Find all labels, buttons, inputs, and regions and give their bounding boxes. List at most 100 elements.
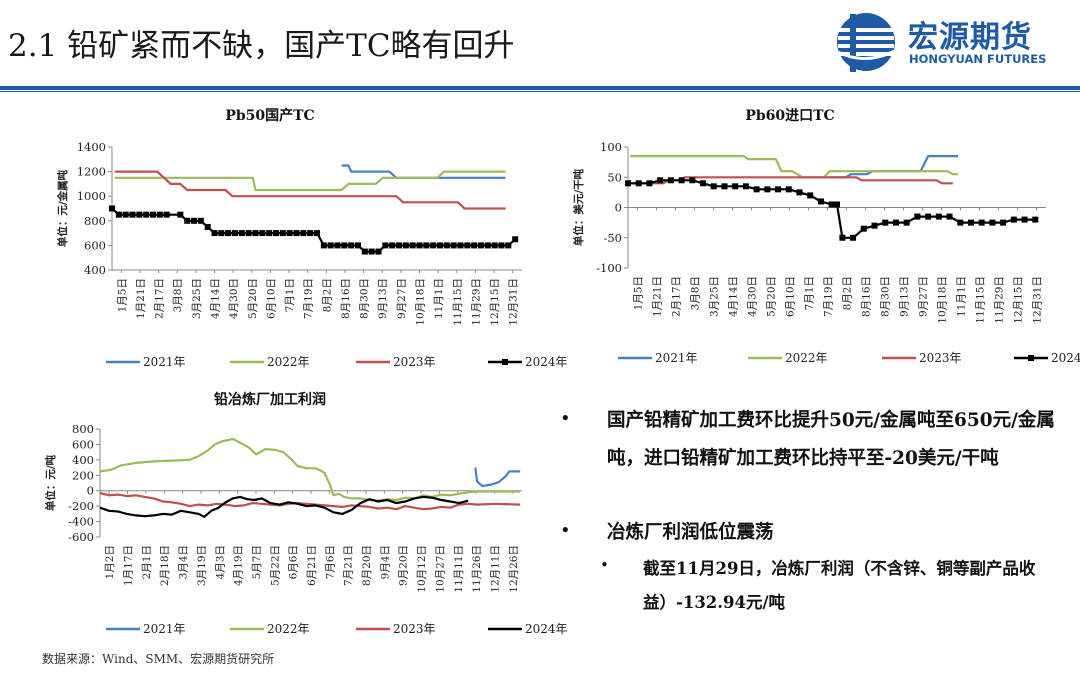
data-point [646, 180, 653, 187]
data-point [484, 242, 491, 249]
data-point [259, 230, 266, 237]
legend-label: 2024年 [1051, 351, 1080, 365]
data-point [989, 219, 996, 226]
x-tick-label: 11月15日 [452, 278, 464, 326]
data-point [1032, 216, 1039, 223]
x-tick-label: 12月26日 [508, 545, 520, 593]
data-point [505, 242, 512, 249]
data-point [657, 177, 664, 184]
x-tick-label: 11月29日 [994, 276, 1006, 324]
data-point [817, 198, 824, 205]
y-tick-label: 100 [600, 140, 622, 154]
y-tick-label: -600 [68, 530, 94, 544]
data-point [109, 205, 115, 212]
data-point [957, 219, 964, 226]
data-point [375, 248, 382, 255]
data-point [307, 230, 314, 237]
legend-label: 2022年 [267, 355, 310, 369]
y-tick-label: -100 [596, 261, 622, 275]
legend-label: 2022年 [785, 351, 828, 365]
data-source: 数据来源：Wind、SMM、宏源期货研究所 [42, 652, 275, 666]
x-tick-label: 1月17日 [123, 545, 135, 586]
data-point [177, 211, 184, 218]
x-tick-label: 4月14日 [210, 278, 222, 319]
data-point [115, 211, 122, 218]
logo-globe-icon [833, 13, 901, 72]
x-tick-label: 3月4日 [178, 545, 190, 579]
y-axis-label: 单位：元/金属吨 [56, 169, 69, 247]
bullet-tc-text: 国产铅精矿加工费环比提升50元/金属吨至650元/金属吨，进口铅精矿加工费环比持… [607, 410, 1055, 469]
data-point [785, 186, 792, 193]
chart-pb60-import-tc: Pb60进口TC -100 -50 0 50 100 单位：美元/干吨 1月5日 1月21日 2月… [560, 100, 1080, 380]
x-tick-label: 1月21日 [652, 276, 664, 317]
legend-label: 2023年 [393, 622, 436, 636]
y-tick-label: 200 [72, 468, 94, 482]
x-tick-label: 6月10日 [265, 278, 277, 319]
data-point [273, 230, 279, 237]
y-tick-label: -50 [603, 231, 622, 245]
bullet-dot-icon: • [600, 556, 609, 574]
data-point [946, 213, 953, 220]
series-line-2022 [99, 437, 521, 502]
data-point [498, 242, 505, 249]
data-point [796, 189, 803, 196]
chart-title: Pb60进口TC [745, 108, 834, 124]
data-point [361, 248, 368, 255]
x-tick-label: 12月15日 [489, 278, 501, 326]
x-tick-label: 3月25日 [709, 276, 721, 317]
slide-title: 2.1 铅矿紧而不缺，国产TC略有回升 [8, 28, 515, 64]
x-tick-label: 4月30日 [228, 278, 240, 319]
x-tick-label: 12月31日 [508, 278, 520, 326]
x-tick-label: 10月12日 [416, 545, 428, 593]
data-point [471, 242, 478, 249]
data-point [143, 211, 150, 218]
x-tick-label: 8月2日 [842, 276, 854, 310]
y-tick-label: 600 [84, 238, 106, 252]
x-tick-label: 6月6日 [288, 545, 300, 579]
x-tick-label: 7月1日 [804, 276, 816, 310]
x-tick-label: 12月15日 [1013, 276, 1025, 324]
data-point [491, 242, 498, 249]
x-tick-label: 8月20日 [361, 545, 373, 586]
x-tick-label: 12月31日 [1032, 276, 1044, 324]
x-tick-label: 11月11日 [453, 545, 465, 593]
data-point [700, 180, 707, 187]
chart-svg: Pb60进口TC -100 -50 0 50 100 单位：美元/干吨 1月5日 1月21日 2月… [572, 108, 1080, 365]
data-point [232, 230, 238, 237]
data-point [286, 230, 293, 237]
data-point [430, 242, 437, 249]
data-point [828, 201, 835, 208]
data-point [721, 183, 728, 190]
data-point [184, 217, 191, 224]
logo-text-en: HONGYUAN FUTURES [909, 52, 1047, 66]
sub-bullet-text: 截至11月29日，冶炼厂利润（不含锌、铜等副产品收益）-132.94元/吨 [643, 559, 1036, 612]
data-point [293, 230, 300, 237]
data-point [279, 230, 286, 237]
legend-label: 2023年 [919, 351, 962, 365]
title-divider [0, 86, 1080, 90]
data-point [150, 211, 156, 218]
legend-label: 2022年 [267, 622, 310, 636]
data-point [348, 242, 355, 249]
data-point [211, 230, 218, 237]
data-point [320, 242, 327, 249]
x-tick-label: 10月18日 [415, 278, 427, 326]
y-axis-label: 单位：元/吨 [44, 454, 57, 511]
data-point [136, 211, 143, 218]
data-point [341, 242, 348, 249]
data-point [512, 236, 519, 243]
y-tick-label: 1400 [77, 140, 106, 154]
chart-svg: Pb50国产TC 400 600 800 1000 1200 1400 单位：元/金属吨 1月5… [56, 107, 568, 369]
x-tick-label: 5月22日 [269, 545, 281, 586]
data-point [368, 248, 375, 255]
data-point [122, 211, 129, 218]
data-point [935, 213, 942, 220]
bullet-profit-text: 冶炼厂利润低位震荡 [607, 522, 774, 543]
data-point [678, 177, 685, 184]
y-tick-label: -200 [68, 499, 94, 513]
x-tick-label: 4月19日 [233, 545, 245, 586]
data-point [753, 186, 760, 193]
x-tick-label: 5月7日 [251, 545, 263, 579]
data-point [409, 242, 416, 249]
y-tick-label: 0 [87, 484, 94, 498]
